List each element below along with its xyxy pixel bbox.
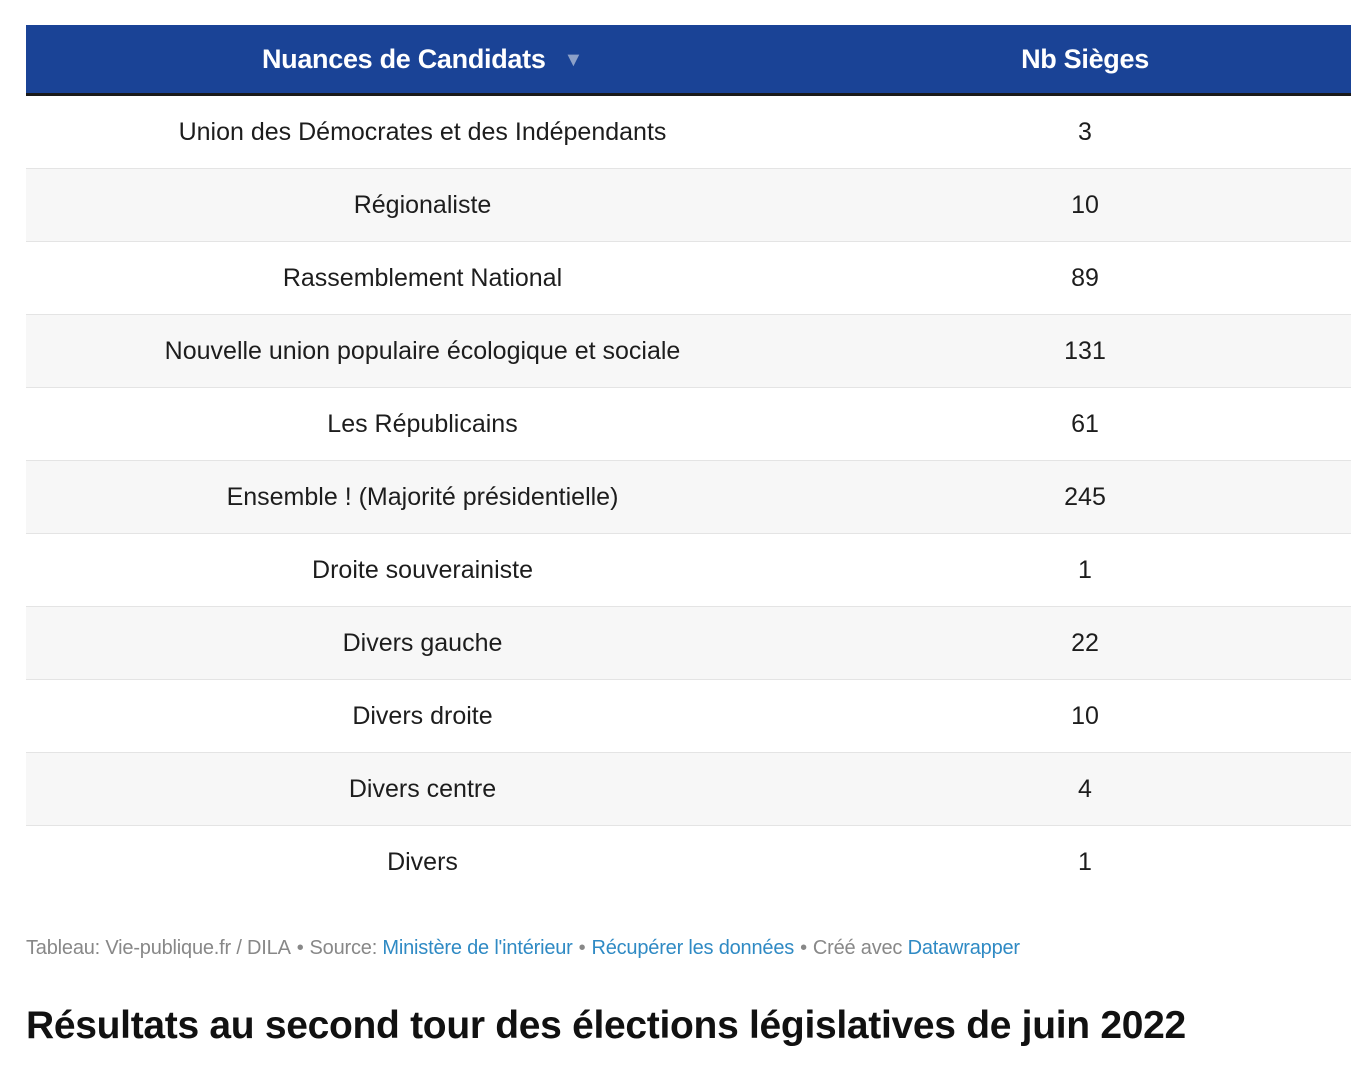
- seats-cell: 10: [819, 168, 1351, 242]
- seats-table: Nuances de Candidats ▼ Nb Sièges Union de…: [26, 25, 1351, 898]
- table-row: Divers 1: [26, 826, 1351, 899]
- download-data-link[interactable]: Récupérer les données: [591, 937, 795, 959]
- seats-cell: 61: [819, 387, 1351, 461]
- seats-cell: 1: [1078, 847, 1092, 876]
- party-cell: Droite souverainiste: [26, 533, 819, 607]
- table-row: Droite souverainiste 1: [26, 533, 1351, 607]
- party-cell: Divers: [387, 847, 458, 876]
- column-header-seats-label: Nb Sièges: [1021, 43, 1149, 74]
- seats-cell: 22: [819, 606, 1351, 680]
- seats-cell: 3: [819, 94, 1351, 169]
- table-footer: Tableau: Vie-publique.fr / DILA • Source: …: [26, 937, 1020, 960]
- table-row: Régionaliste 10: [26, 168, 1351, 242]
- table-body: Union des Démocrates et des Indépendants…: [26, 94, 1351, 899]
- table-row: Rassemblement National 89: [26, 241, 1351, 315]
- seats-cell: 245: [819, 460, 1351, 534]
- party-cell: Ensemble ! (Majorité présidentielle): [26, 460, 819, 534]
- column-header-nuances-label: Nuances de Candidats: [261, 43, 546, 74]
- party-cell: Divers gauche: [26, 606, 819, 680]
- party-cell: Nouvelle union populaire écologique et s…: [26, 314, 819, 388]
- party-cell: Les Républicains: [26, 387, 819, 461]
- seats-cell: 4: [819, 752, 1351, 826]
- footer-separator: •: [296, 937, 304, 959]
- table-row: Divers gauche 22: [26, 606, 1351, 680]
- seats-cell: 89: [819, 241, 1351, 315]
- party-cell: Union des Démocrates et des Indépendants: [26, 94, 819, 169]
- datawrapper-link[interactable]: Datawrapper: [907, 937, 1021, 959]
- column-header-seats[interactable]: Nb Sièges: [819, 25, 1351, 96]
- table-row: Ensemble ! (Majorité présidentielle) 245: [26, 460, 1351, 534]
- seats-cell: 10: [819, 679, 1351, 753]
- party-cell: Divers droite: [26, 679, 819, 753]
- table-row: Les Républicains 61: [26, 387, 1351, 461]
- table-row: Union des Démocrates et des Indépendants…: [26, 94, 1351, 169]
- party-cell: Régionaliste: [26, 168, 819, 242]
- page-title: Résultats au second tour des élections l…: [26, 1004, 1186, 1047]
- party-cell: Divers centre: [26, 752, 819, 826]
- footer-separator: •: [800, 937, 807, 959]
- source-label: Source:: [309, 937, 378, 959]
- table-row: Nouvelle union populaire écologique et s…: [26, 314, 1351, 388]
- footer-separator: •: [578, 937, 586, 959]
- sort-down-icon[interactable]: ▼: [563, 48, 584, 71]
- table-header: Nuances de Candidats ▼ Nb Sièges: [26, 25, 1351, 96]
- header-row: Nuances de Candidats ▼ Nb Sièges: [26, 25, 1351, 96]
- seats-table-container: Nuances de Candidats ▼ Nb Sièges Union de…: [26, 25, 1351, 898]
- table-row: Divers droite 10: [26, 679, 1351, 753]
- made-with-label: Créé avec: [812, 937, 903, 959]
- seats-cell: 131: [819, 314, 1351, 388]
- seats-cell: 1: [819, 533, 1351, 607]
- column-header-nuances[interactable]: Nuances de Candidats ▼: [26, 25, 819, 96]
- source-link[interactable]: Ministère de l'intérieur: [382, 937, 573, 959]
- table-row: Divers centre 4: [26, 752, 1351, 826]
- party-cell: Rassemblement National: [26, 241, 819, 315]
- credit-text: Tableau: Vie-publique.fr / DILA: [26, 937, 291, 959]
